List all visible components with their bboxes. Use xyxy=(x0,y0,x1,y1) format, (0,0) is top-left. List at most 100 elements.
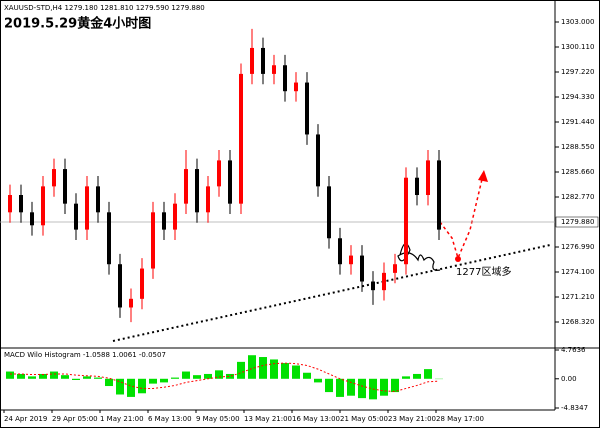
macd-bar xyxy=(226,373,234,379)
macd-bar xyxy=(50,371,58,379)
candle-body xyxy=(41,186,45,226)
x-tick-label: 16 May 13:00 xyxy=(292,415,340,423)
macd-bar xyxy=(347,378,355,396)
candle-body xyxy=(129,298,133,308)
macd-bar xyxy=(336,378,344,397)
candle-body xyxy=(63,169,67,204)
candle-body xyxy=(228,160,232,204)
candle-body xyxy=(305,82,309,135)
macd-bar xyxy=(413,373,421,379)
macd-bar xyxy=(193,375,201,379)
y-tick-label: 1303.000 xyxy=(561,18,594,26)
macd-bar xyxy=(105,378,113,387)
entry-point xyxy=(455,256,461,262)
y-tick-label: 1300.110 xyxy=(561,43,594,51)
macd-bar xyxy=(28,376,36,379)
macd-bar xyxy=(292,365,300,379)
candle-body xyxy=(118,264,122,308)
macd-bar xyxy=(314,378,322,383)
macd-bar xyxy=(138,378,146,394)
y-tick-label: 1285.660 xyxy=(561,168,594,176)
candle-body xyxy=(261,47,265,74)
current-price-label: 1279.880 xyxy=(561,218,594,226)
candle-body xyxy=(415,177,419,196)
y-tick-label: 1274.100 xyxy=(561,268,594,276)
macd-bar xyxy=(424,369,432,379)
current-price-box xyxy=(555,216,599,228)
candle-body xyxy=(393,264,397,273)
macd-bar xyxy=(215,370,223,379)
candle-body xyxy=(217,160,221,187)
macd-bar xyxy=(281,363,289,379)
macd-bar xyxy=(303,372,311,379)
macd-bar xyxy=(72,378,80,380)
macd-bar xyxy=(391,378,399,393)
x-tick-label: 29 Apr 05:00 xyxy=(52,415,98,423)
candle-body xyxy=(52,169,56,187)
candle-body xyxy=(173,203,177,230)
y-tick-label: 1297.220 xyxy=(561,68,594,76)
candle-body xyxy=(283,65,287,92)
candle-body xyxy=(371,281,375,291)
macd-bar xyxy=(237,361,245,379)
x-tick-label: 6 May 13:00 xyxy=(148,415,192,423)
macd-bar xyxy=(402,376,410,379)
candle-body xyxy=(426,160,430,196)
candle-body xyxy=(8,195,12,213)
x-tick-label: 24 Apr 2019 xyxy=(4,415,47,423)
macd-bar xyxy=(160,378,168,383)
y-tick-label: 1291.440 xyxy=(561,118,594,126)
candle-body xyxy=(30,212,34,226)
candle-body xyxy=(338,238,342,265)
y-tick-label: 1294.330 xyxy=(561,93,594,101)
macd-bar xyxy=(182,371,190,379)
candle-body xyxy=(151,212,155,269)
candle-body xyxy=(85,186,89,230)
chart-title: 2019.5.29黄金4小时图 xyxy=(4,16,151,32)
x-tick-label: 1 May 21:00 xyxy=(100,415,144,423)
arrow-head xyxy=(478,170,488,182)
macd-bar xyxy=(325,378,333,393)
macd-bar xyxy=(149,378,157,384)
macd-bar xyxy=(171,377,179,379)
macd-title: MACD Wilo Histogram -1.0588 1.0061 -0.05… xyxy=(4,351,166,359)
y-tick-label: 1268.320 xyxy=(561,318,594,326)
macd-bar xyxy=(94,377,102,379)
y-tick-label: 1282.770 xyxy=(561,193,594,201)
macd-bar xyxy=(358,378,366,399)
candle-body xyxy=(239,73,243,204)
candle-body xyxy=(19,195,23,213)
x-tick-label: 23 May 21:00 xyxy=(388,415,436,423)
signature xyxy=(397,243,441,271)
candle-body xyxy=(206,186,210,213)
macd-bar xyxy=(61,375,69,379)
candle-body xyxy=(74,203,78,230)
x-tick-label: 21 May 05:00 xyxy=(340,415,388,423)
candle-body xyxy=(327,186,331,239)
macd-bar xyxy=(259,357,267,379)
candle-body xyxy=(272,65,276,74)
candle-body xyxy=(404,177,408,265)
macd-y-tick-label: -4.8347 xyxy=(561,404,588,412)
annotation: 1277区域多 xyxy=(456,265,511,278)
y-tick-label: 1288.550 xyxy=(561,143,594,151)
macd-bar xyxy=(127,378,135,397)
macd-bar xyxy=(204,373,212,379)
candle-body xyxy=(184,169,188,204)
candle-body xyxy=(195,169,199,213)
macd-bar xyxy=(6,371,14,379)
candle-body xyxy=(360,255,364,282)
x-tick-label: 13 May 21:00 xyxy=(244,415,292,423)
macd-bar xyxy=(248,355,256,379)
y-tick-label: 1271.210 xyxy=(561,293,594,301)
candle-body xyxy=(96,186,100,213)
candle-body xyxy=(140,268,144,299)
y-tick-label: 1276.990 xyxy=(561,243,594,251)
forecast-path xyxy=(439,174,484,261)
candle-body xyxy=(162,212,166,230)
candle-body xyxy=(294,82,298,92)
macd-bar xyxy=(17,373,25,379)
macd-bar xyxy=(380,378,388,396)
